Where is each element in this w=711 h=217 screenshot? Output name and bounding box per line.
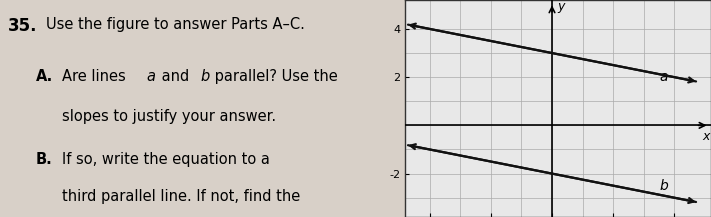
- Text: a: a: [146, 69, 155, 84]
- Text: Use the figure to answer Parts A–C.: Use the figure to answer Parts A–C.: [46, 17, 304, 32]
- Text: parallel? Use the: parallel? Use the: [210, 69, 338, 84]
- Text: slopes to justify your answer.: slopes to justify your answer.: [62, 108, 276, 123]
- Text: y: y: [557, 0, 565, 13]
- Text: and: and: [157, 69, 194, 84]
- Text: b: b: [659, 179, 668, 193]
- Text: Are lines: Are lines: [62, 69, 130, 84]
- Text: x: x: [702, 130, 710, 143]
- Text: If so, write the equation to a: If so, write the equation to a: [62, 152, 269, 167]
- Text: A.: A.: [36, 69, 53, 84]
- Text: 35.: 35.: [8, 17, 38, 35]
- Text: third parallel line. If not, find the: third parallel line. If not, find the: [62, 189, 300, 204]
- Text: b: b: [201, 69, 210, 84]
- Text: a: a: [659, 70, 668, 84]
- Text: B.: B.: [36, 152, 53, 167]
